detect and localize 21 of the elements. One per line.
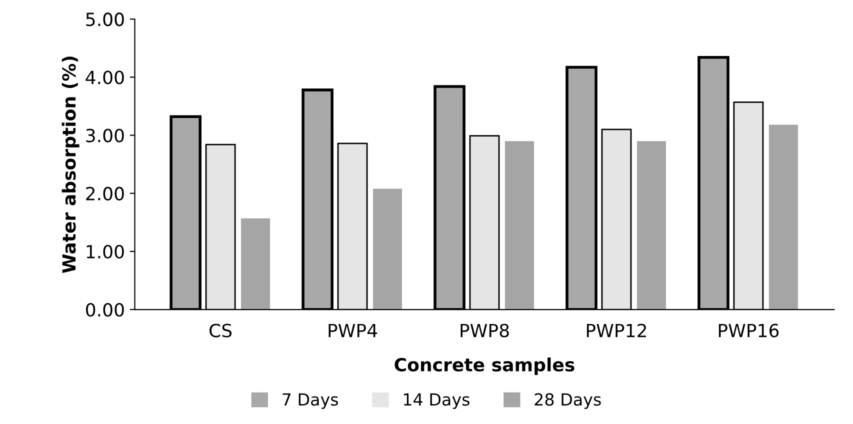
bar: [241, 218, 270, 310]
y-tick-label: 0.00: [86, 302, 124, 317]
x-tick-label: PWP12: [586, 324, 646, 338]
x-tick-label: PWP4: [328, 324, 378, 338]
legend-label: 7 Days: [282, 393, 338, 409]
x-tick-label: PWP8: [460, 324, 509, 338]
bar: [636, 141, 666, 310]
bar: [504, 141, 534, 310]
bar: [768, 124, 798, 310]
y-tick-label: 2.00: [86, 186, 124, 200]
y-tick-label: 5.00: [86, 12, 124, 26]
x-tick-label: CS: [210, 324, 232, 338]
y-tick-label: 4.00: [86, 70, 124, 84]
legend-label: 14 Days: [404, 393, 470, 409]
x-axis-title: Concrete samples: [394, 358, 574, 376]
y-tick-label: 3.00: [86, 128, 124, 142]
bar: [372, 188, 402, 310]
legend-label: 28 Days: [534, 393, 601, 409]
y-tick-label: 1.00: [86, 244, 124, 259]
x-tick-label: PWP16: [718, 324, 779, 338]
y-axis-title: Water absorption (%): [62, 56, 80, 274]
